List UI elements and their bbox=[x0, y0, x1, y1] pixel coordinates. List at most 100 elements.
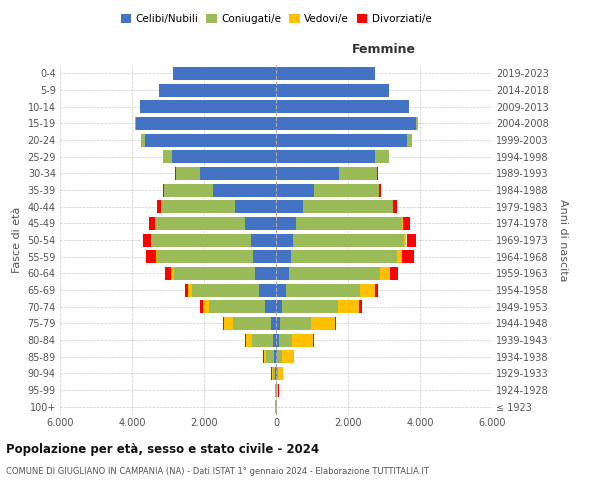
Bar bbox=[380, 267, 390, 280]
Bar bbox=[272, 367, 275, 380]
Bar bbox=[136, 117, 276, 130]
Bar bbox=[173, 67, 276, 80]
Bar bbox=[145, 134, 276, 146]
Y-axis label: Anni di nascita: Anni di nascita bbox=[559, 198, 568, 281]
Bar bbox=[276, 150, 375, 163]
Bar bbox=[289, 267, 380, 280]
Bar bbox=[278, 367, 283, 380]
Bar bbox=[403, 217, 410, 230]
Bar bbox=[142, 134, 145, 146]
Text: COMUNE DI GIUGLIANO IN CAMPANIA (NA) - Dati ISTAT 1° gennaio 2024 - Elaborazione: COMUNE DI GIUGLIANO IN CAMPANIA (NA) - D… bbox=[6, 468, 429, 476]
Bar bbox=[274, 350, 276, 363]
Bar bbox=[140, 100, 276, 113]
Bar bbox=[379, 184, 381, 196]
Bar bbox=[283, 300, 338, 313]
Bar bbox=[276, 200, 303, 213]
Bar bbox=[151, 234, 152, 246]
Text: Femmine: Femmine bbox=[352, 44, 416, 56]
Bar bbox=[174, 267, 255, 280]
Bar bbox=[278, 334, 292, 346]
Bar bbox=[259, 284, 276, 296]
Bar bbox=[403, 250, 414, 263]
Bar bbox=[265, 300, 276, 313]
Bar bbox=[156, 250, 157, 263]
Bar bbox=[335, 317, 336, 330]
Bar bbox=[200, 300, 203, 313]
Bar bbox=[164, 184, 213, 196]
Bar bbox=[280, 317, 311, 330]
Bar bbox=[394, 200, 397, 213]
Bar bbox=[276, 134, 407, 146]
Bar bbox=[159, 84, 276, 96]
Bar bbox=[172, 150, 276, 163]
Bar bbox=[359, 300, 362, 313]
Bar bbox=[233, 317, 271, 330]
Bar bbox=[164, 267, 172, 280]
Bar bbox=[416, 117, 418, 130]
Bar bbox=[390, 267, 398, 280]
Legend: Celibi/Nubili, Coniugati/e, Vedovi/e, Divorziati/e: Celibi/Nubili, Coniugati/e, Vedovi/e, Di… bbox=[116, 10, 436, 29]
Bar bbox=[213, 184, 276, 196]
Bar bbox=[185, 284, 188, 296]
Bar bbox=[146, 250, 156, 263]
Bar bbox=[407, 134, 412, 146]
Bar bbox=[163, 150, 172, 163]
Bar bbox=[251, 234, 276, 246]
Bar bbox=[276, 284, 286, 296]
Bar bbox=[276, 300, 283, 313]
Bar bbox=[253, 250, 276, 263]
Bar bbox=[273, 334, 276, 346]
Bar bbox=[276, 117, 416, 130]
Bar bbox=[276, 367, 277, 380]
Bar bbox=[157, 200, 161, 213]
Bar bbox=[276, 217, 296, 230]
Y-axis label: Fasce di età: Fasce di età bbox=[12, 207, 22, 273]
Bar bbox=[276, 67, 375, 80]
Bar bbox=[188, 284, 192, 296]
Bar bbox=[338, 300, 359, 313]
Bar bbox=[155, 217, 245, 230]
Bar bbox=[161, 200, 235, 213]
Bar bbox=[275, 367, 276, 380]
Bar bbox=[277, 384, 278, 396]
Bar bbox=[276, 317, 280, 330]
Bar bbox=[152, 234, 251, 246]
Bar bbox=[192, 284, 259, 296]
Bar bbox=[203, 300, 209, 313]
Bar bbox=[282, 350, 294, 363]
Bar bbox=[245, 217, 276, 230]
Bar bbox=[252, 334, 273, 346]
Bar bbox=[359, 284, 375, 296]
Text: Popolazione per età, sesso e stato civile - 2024: Popolazione per età, sesso e stato civil… bbox=[6, 442, 319, 456]
Bar bbox=[292, 334, 313, 346]
Bar bbox=[407, 234, 416, 246]
Bar bbox=[135, 117, 136, 130]
Bar bbox=[276, 84, 389, 96]
Bar bbox=[149, 217, 155, 230]
Bar bbox=[276, 100, 409, 113]
Bar bbox=[314, 184, 379, 196]
Bar bbox=[163, 184, 164, 196]
Bar bbox=[143, 234, 151, 246]
Bar bbox=[263, 350, 266, 363]
Bar bbox=[293, 234, 404, 246]
Bar bbox=[286, 284, 359, 296]
Bar bbox=[296, 217, 403, 230]
Bar bbox=[255, 267, 276, 280]
Bar bbox=[404, 234, 407, 246]
Bar bbox=[291, 250, 397, 263]
Bar bbox=[157, 250, 253, 263]
Bar bbox=[276, 350, 277, 363]
Bar bbox=[276, 234, 293, 246]
Bar bbox=[277, 367, 278, 380]
Bar bbox=[375, 284, 379, 296]
Bar bbox=[339, 167, 377, 180]
Bar bbox=[276, 250, 291, 263]
Bar bbox=[397, 250, 403, 263]
Bar bbox=[276, 184, 314, 196]
Bar bbox=[200, 167, 276, 180]
Bar bbox=[209, 300, 265, 313]
Bar bbox=[266, 350, 274, 363]
Bar bbox=[246, 334, 252, 346]
Bar bbox=[172, 267, 174, 280]
